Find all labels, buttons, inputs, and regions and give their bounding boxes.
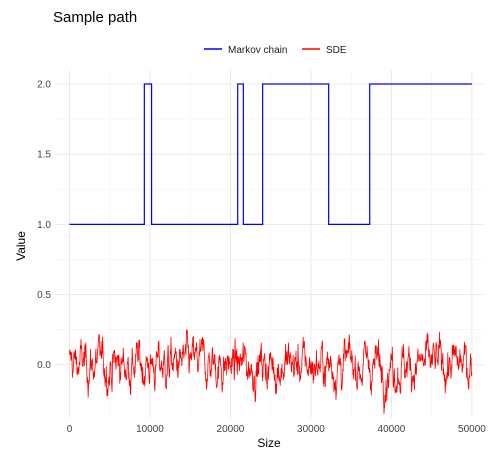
- y-tick-label: 0.0: [37, 360, 51, 371]
- x-tick-label: 30000: [297, 424, 325, 435]
- x-tick-labels: 0 10000 20000 30000 40000 50000: [67, 424, 487, 435]
- x-tick-label: 50000: [458, 424, 486, 435]
- x-axis-label: Size: [257, 436, 281, 450]
- series-line-markov: [69, 83, 472, 225]
- y-tick-label: 1.5: [37, 150, 51, 161]
- y-axis-label: Value: [14, 231, 28, 261]
- y-tick-label: 0.5: [37, 290, 51, 301]
- x-tick-label: 40000: [378, 424, 406, 435]
- y-tick-label: 2.0: [37, 80, 51, 91]
- chart-title: Sample path: [53, 9, 137, 26]
- x-tick-label: 20000: [217, 424, 245, 435]
- legend: Markov chain SDE: [204, 45, 347, 56]
- series-line-sde: [69, 329, 473, 414]
- legend-label-markov: Markov chain: [228, 45, 287, 56]
- x-tick-label: 0: [67, 424, 73, 435]
- legend-label-sde: SDE: [326, 45, 347, 56]
- y-tick-label: 1.0: [37, 220, 51, 231]
- x-tick-label: 10000: [136, 424, 164, 435]
- series-layer: [69, 83, 473, 414]
- y-tick-labels: 0.0 0.5 1.0 1.5 2.0: [37, 80, 51, 372]
